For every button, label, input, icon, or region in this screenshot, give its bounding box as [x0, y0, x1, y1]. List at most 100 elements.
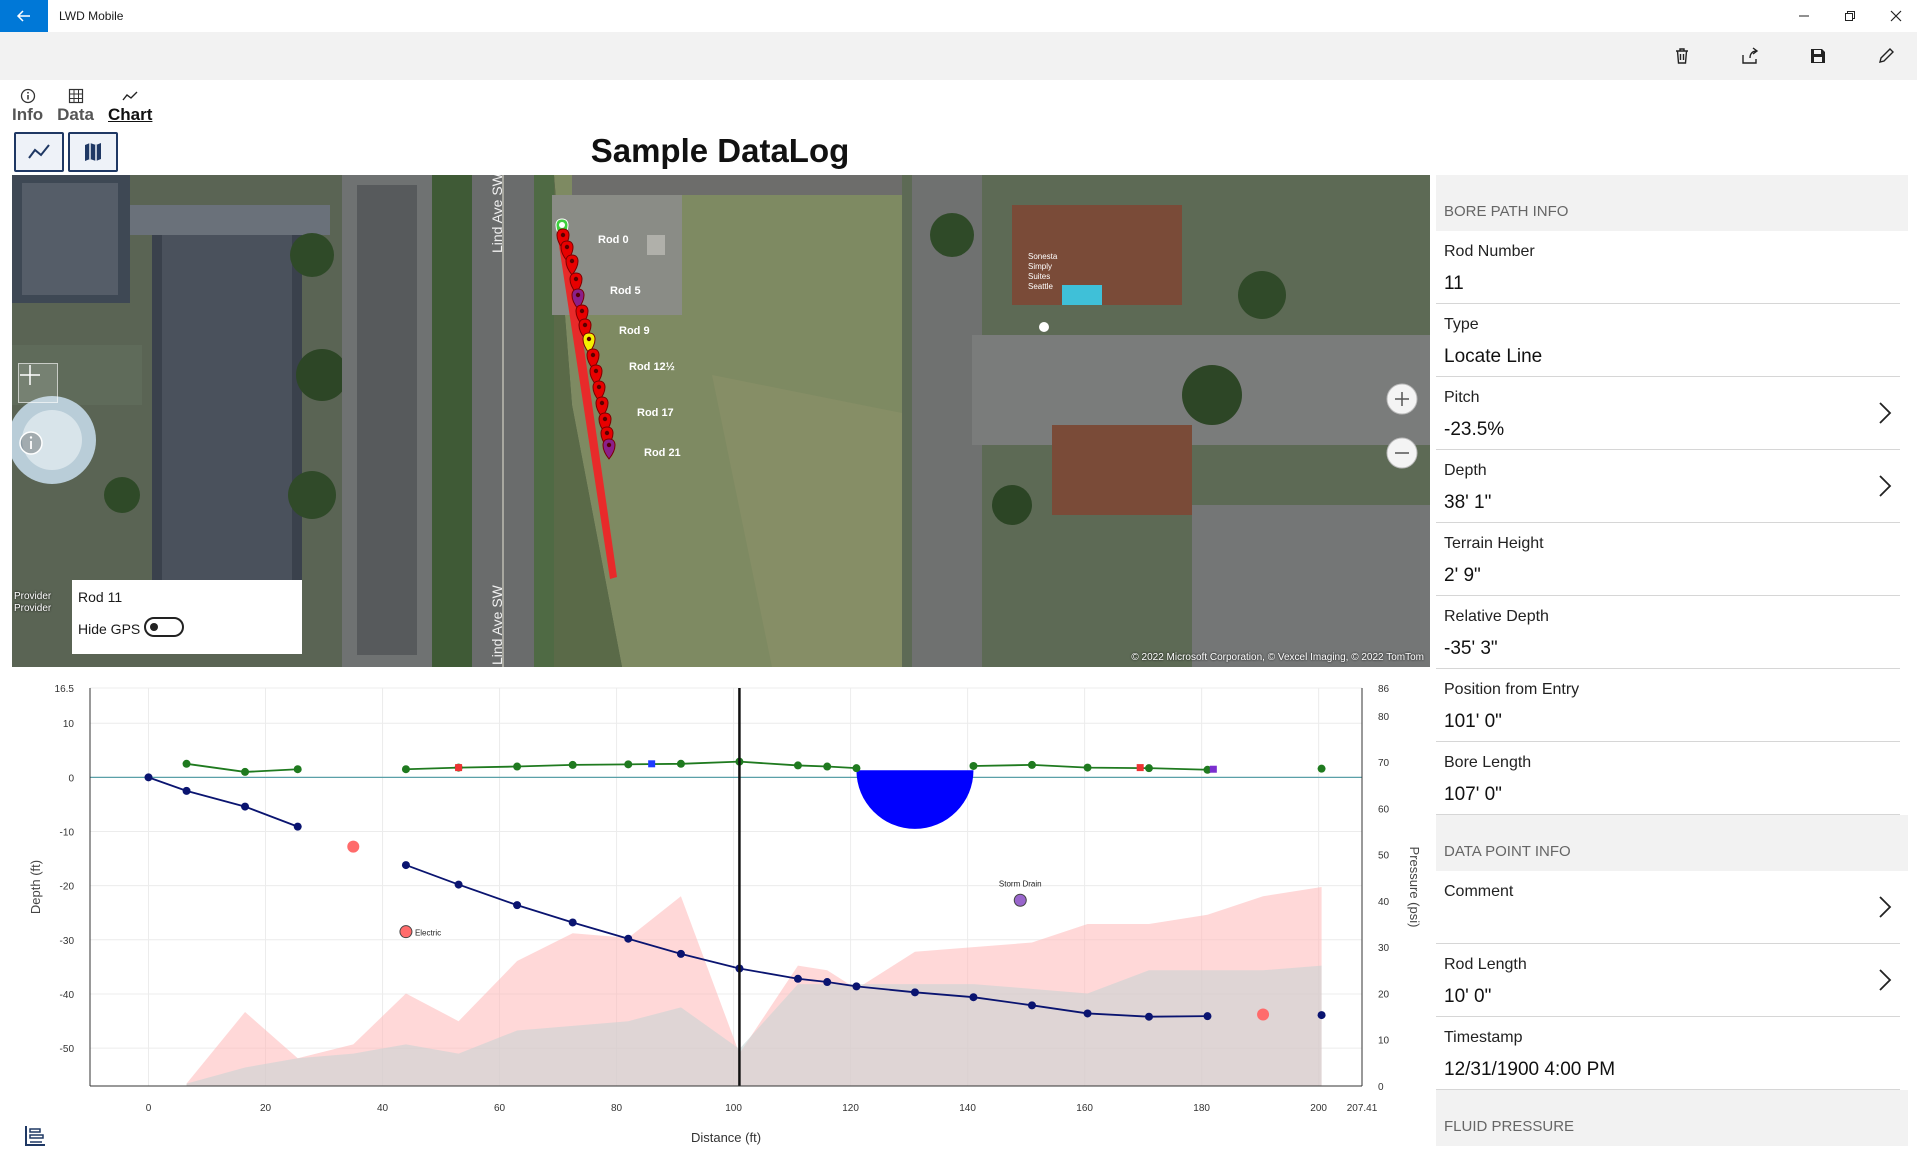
map-zoom-in-button-left[interactable]	[18, 363, 58, 403]
hide-gps-toggle[interactable]	[144, 617, 184, 637]
field-value: 2' 9"	[1444, 565, 1481, 586]
min-pressure-area	[186, 965, 1322, 1086]
x-tick-label: 140	[959, 1103, 976, 1114]
bore-path-fields: Rod Number 11 Type Locate Line Pitch -23.5% De…	[1436, 231, 1908, 815]
map-pin-icon[interactable]	[586, 348, 600, 370]
tab-info-label: Info	[12, 105, 44, 124]
field-value: 107' 0"	[1444, 784, 1502, 805]
tab-chart[interactable]: Chart	[108, 88, 152, 130]
bore-profile-chart[interactable]: Electric Storm Drain 0 20 40 60 80 100 120 140 16…	[12, 672, 1430, 1152]
map-pin-icon[interactable]	[582, 332, 596, 354]
command-bar	[0, 32, 1917, 80]
y2-tick-label: 30	[1378, 943, 1390, 954]
depth-point	[293, 822, 302, 831]
hotel-label-2: Simply	[1028, 262, 1052, 271]
map-pin-dot	[586, 336, 592, 342]
map-pin-icon[interactable]	[571, 288, 585, 310]
share-button[interactable]	[1730, 40, 1770, 72]
chart-view-button[interactable]	[14, 132, 64, 172]
field-rod-number: Rod Number 11	[1436, 231, 1900, 304]
field-rod-length[interactable]: Rod Length 10' 0"	[1436, 944, 1900, 1017]
rod-labels: Rod 0 Rod 5 Rod 9 Rod 12½ Rod 17 Rod 21	[598, 234, 681, 459]
y-tick-label: -20	[60, 882, 75, 893]
save-button[interactable]	[1798, 40, 1838, 72]
depth-point	[823, 978, 832, 987]
chevron-right-icon	[1879, 475, 1892, 497]
y-tick-label: -50	[60, 1044, 75, 1055]
chevron-right-icon	[1879, 896, 1892, 918]
terrain-point	[1144, 764, 1153, 773]
toggle-knob	[150, 623, 158, 631]
series-points	[144, 757, 1326, 1021]
annotation-point	[399, 925, 413, 939]
map-pin-icon[interactable]	[565, 254, 579, 276]
field-pitch[interactable]: Pitch -23.5%	[1436, 377, 1900, 450]
field-label: Rod Length	[1444, 956, 1527, 973]
close-icon	[1890, 10, 1902, 22]
field-value: -35' 3"	[1444, 638, 1498, 659]
map-pin-icon[interactable]	[602, 438, 616, 460]
data-point-fields: Comment Rod Length 10' 0" Timestamp 12/31/19…	[1436, 871, 1908, 1090]
back-button[interactable]	[0, 0, 48, 32]
axes: 0 20 40 60 80 100 120 140 160 180 200 207.4116.5100…	[55, 684, 1390, 1114]
edit-button[interactable]	[1866, 40, 1906, 72]
map-info-button[interactable]	[18, 430, 58, 470]
depth-point	[969, 993, 978, 1002]
delete-button[interactable]	[1662, 40, 1702, 72]
depth-point	[1027, 1001, 1036, 1010]
chevron-right-icon	[1879, 969, 1892, 991]
annotation-label: Electric	[415, 929, 441, 938]
map-pin-icon[interactable]	[589, 364, 603, 386]
field-depth[interactable]: Depth 38' 1"	[1436, 450, 1900, 523]
tab-data[interactable]: Data	[57, 88, 94, 130]
depth-point	[182, 786, 191, 795]
map-pin-icon[interactable]	[592, 380, 606, 402]
field-comment[interactable]: Comment	[1436, 871, 1900, 944]
chart-axis-settings-icon	[25, 1126, 45, 1146]
restore-button[interactable]	[1827, 0, 1873, 32]
map-pin-dot	[582, 322, 588, 328]
chart-settings-button[interactable]	[16, 1117, 54, 1155]
terrain-point	[1027, 760, 1036, 769]
map-pin-dot	[579, 308, 585, 314]
field-label: Depth	[1444, 462, 1487, 479]
field-position-from-entry: Position from Entry 101' 0"	[1436, 669, 1900, 742]
plus-icon	[20, 365, 40, 385]
terrain-point	[1083, 763, 1092, 772]
x-tick-label: 60	[494, 1103, 506, 1114]
y-tick-label: -30	[60, 936, 75, 947]
tab-data-label: Data	[57, 105, 95, 124]
map-attribution: © 2022 Microsoft Corporation, © Vexcel I…	[1131, 652, 1424, 663]
x-tick-label: 80	[611, 1103, 623, 1114]
rod-label-9: Rod 9	[619, 325, 650, 337]
map-zoom-out-button[interactable]	[1386, 437, 1426, 477]
restore-icon	[1845, 11, 1855, 21]
map-pin-icon[interactable]	[569, 272, 583, 294]
field-label: Terrain Height	[1444, 535, 1544, 552]
tab-bar: Info Data Chart	[12, 88, 166, 130]
depth-point	[852, 982, 861, 991]
fluid-pressure-header: FLUID PRESSURE	[1436, 1090, 1908, 1146]
y-tick-label: 10	[63, 719, 75, 730]
provider-text-1: Provider	[14, 591, 52, 602]
event-marker	[1209, 765, 1217, 773]
map-pin-dot	[602, 416, 608, 422]
map-view[interactable]: Lind Ave SW Lind Ave SW Sonesta Simply S…	[12, 175, 1430, 667]
field-label: Rod Number	[1444, 243, 1535, 260]
map-zoom-in-button[interactable]	[1386, 383, 1426, 423]
field-value: -23.5%	[1444, 419, 1505, 440]
field-value: 11	[1444, 273, 1464, 294]
y2-tick-label: 20	[1378, 989, 1390, 1000]
depth-line	[148, 776, 299, 828]
close-button[interactable]	[1873, 0, 1917, 32]
map-pin-dot	[604, 430, 610, 436]
minus-icon	[1386, 437, 1418, 469]
event-marker	[455, 764, 463, 772]
map-view-button[interactable]	[68, 132, 118, 172]
minimize-button[interactable]	[1781, 0, 1827, 32]
tab-info[interactable]: Info	[12, 88, 43, 130]
terrain-point	[969, 761, 978, 770]
map-pin-icon[interactable]	[595, 396, 609, 418]
terrain-point	[241, 767, 250, 776]
